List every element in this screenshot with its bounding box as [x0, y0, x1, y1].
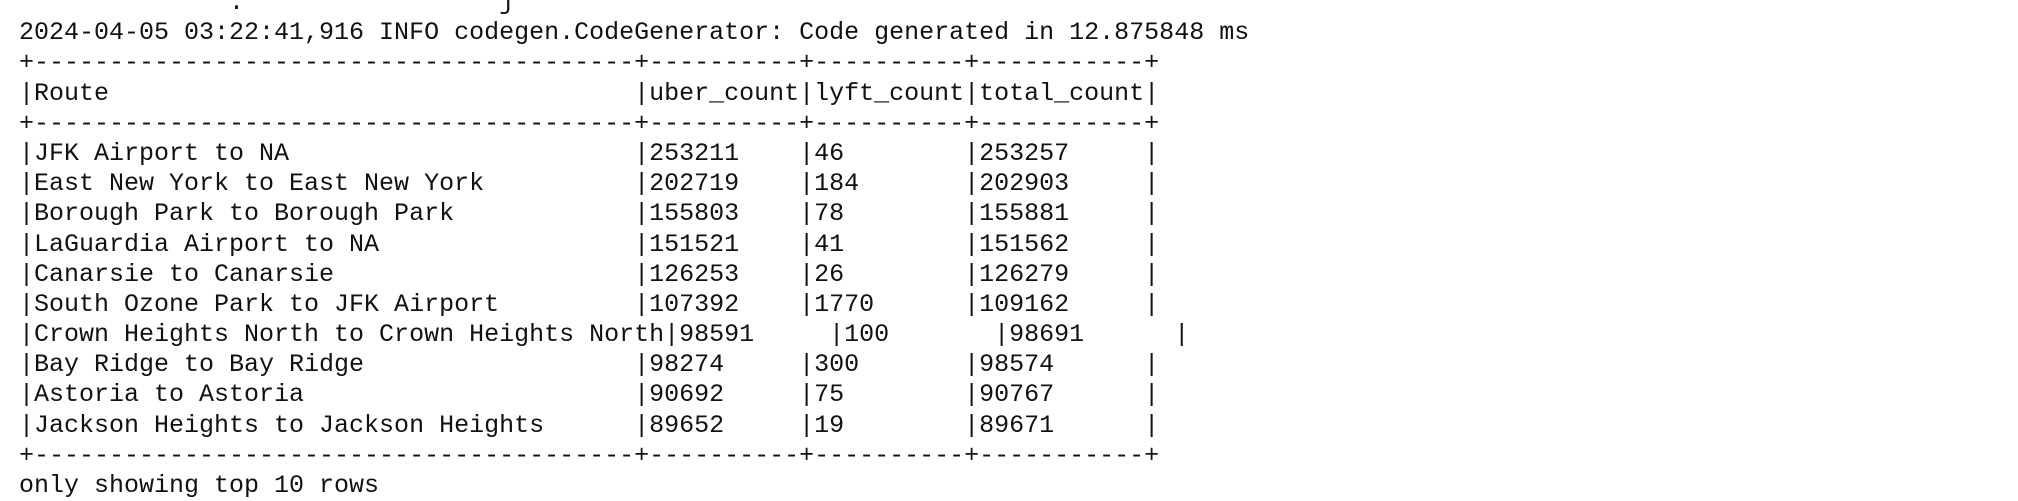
table-row: |Jackson Heights to Jackson Heights |896… — [19, 410, 1160, 440]
table-header-row: |Route |uber_count|lyft_count|total_coun… — [19, 78, 1160, 108]
table-row: |Astoria to Astoria |90692 |75 |90767 | — [19, 380, 1160, 410]
table-row: |East New York to East New York |202719 … — [19, 169, 1160, 199]
table-row: |JFK Airport to NA |253211 |46 |253257 | — [19, 138, 1160, 168]
table-row: |LaGuardia Airport to NA |151521 |41 |15… — [19, 229, 1160, 259]
table-row: |Crown Heights North to Crown Heights No… — [19, 320, 1190, 350]
table-row: |South Ozone Park to JFK Airport |107392… — [19, 289, 1160, 319]
table-row: |Canarsie to Canarsie |126253 |26 |12627… — [19, 259, 1160, 289]
terminal-output: . j 2024-04-05 03:22:41,916 INFO codegen… — [19, 0, 1999, 501]
footer-note: only showing top 10 rows — [19, 471, 380, 500]
table-border-bottom: +---------------------------------------… — [19, 440, 1160, 470]
table-border-header: +---------------------------------------… — [19, 108, 1160, 138]
table-row: |Borough Park to Borough Park |155803 |7… — [19, 199, 1160, 229]
log-line-codegen: 2024-04-05 03:22:41,916 INFO codegen.Cod… — [19, 18, 1250, 48]
table-border-top: +---------------------------------------… — [19, 48, 1160, 78]
table-row: |Bay Ridge to Bay Ridge |98274 |300 |985… — [19, 350, 1160, 380]
log-line-partial: . j — [19, 0, 665, 17]
